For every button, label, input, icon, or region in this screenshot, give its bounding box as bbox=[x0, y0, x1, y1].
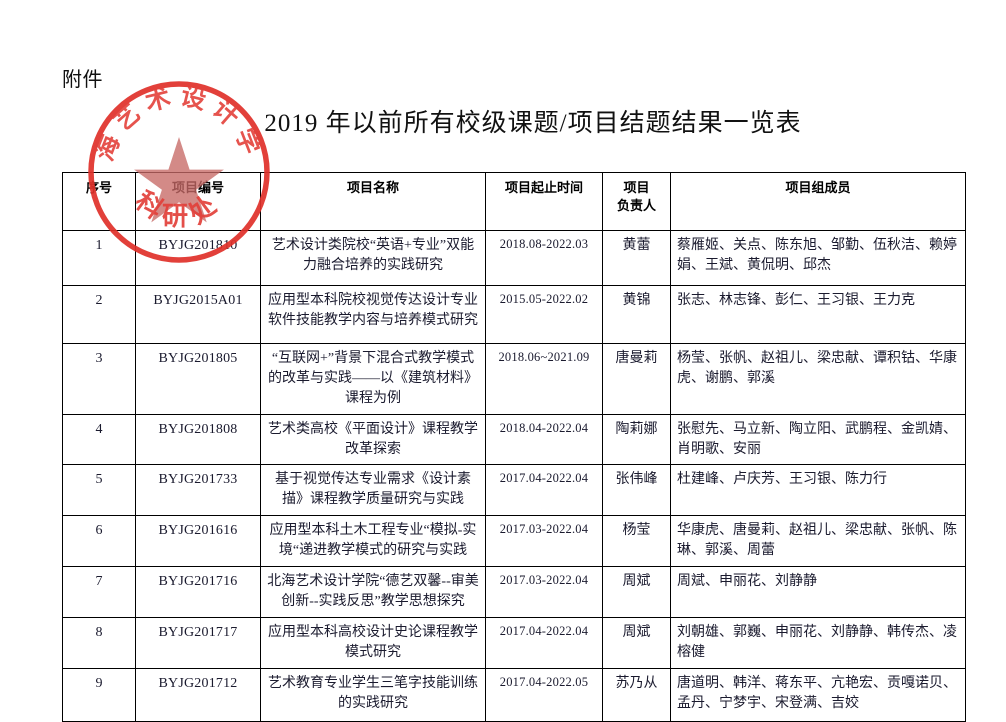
cell-name: 艺术设计类院校“英语+专业”双能力融合培养的实践研究 bbox=[260, 230, 486, 286]
cell-time: 2018.04-2022.04 bbox=[485, 413, 603, 466]
header-name: 项目名称 bbox=[260, 172, 486, 231]
cell-name: 艺术类高校《平面设计》课程教学改革探索 bbox=[260, 413, 486, 466]
cell-leader: 苏乃从 bbox=[602, 667, 671, 722]
cell-leader: 陶莉娜 bbox=[602, 413, 671, 466]
cell-index: 2 bbox=[62, 285, 136, 344]
table-row: 3 BYJG201805 “互联网+”背景下混合式教学模式的改革与实践——以《建… bbox=[62, 343, 966, 415]
header-leader-line2: 负责人 bbox=[616, 198, 656, 214]
cell-index: 1 bbox=[62, 230, 136, 286]
cell-time: 2017.03-2022.04 bbox=[485, 566, 603, 618]
header-leader: 项目 负责人 bbox=[602, 172, 671, 231]
cell-code: BYJG201733 bbox=[135, 464, 261, 517]
header-code: 项目编号 bbox=[135, 172, 261, 231]
cell-index: 5 bbox=[62, 464, 136, 517]
cell-name: 应用型本科土木工程专业“模拟-实境“递进教学模式的研究与实践 bbox=[260, 515, 486, 568]
cell-time: 2015.05-2022.02 bbox=[485, 285, 603, 344]
cell-name: 基于视觉传达专业需求《设计素描》课程教学质量研究与实践 bbox=[260, 464, 486, 517]
cell-leader: 黄蕾 bbox=[602, 230, 671, 286]
page-title: 2019 年以前所有校级课题/项目结题结果一览表 bbox=[264, 110, 802, 137]
cell-time: 2017.04-2022.05 bbox=[485, 667, 603, 722]
cell-members: 张慰先、马立新、陶立阳、武鹏程、金凯婧、肖明歌、安丽 bbox=[670, 413, 966, 466]
cell-index: 8 bbox=[62, 616, 136, 669]
cell-name: 北海艺术设计学院“德艺双馨--审美创新--实践反思”教学思想探究 bbox=[260, 566, 486, 618]
table-row: 5 BYJG201733 基于视觉传达专业需求《设计素描》课程教学质量研究与实践… bbox=[62, 464, 966, 517]
cell-index: 7 bbox=[62, 566, 136, 618]
header-leader-line1: 项目 bbox=[623, 180, 650, 195]
cell-code: BYJG201712 bbox=[135, 667, 261, 722]
cell-leader: 张伟峰 bbox=[602, 464, 671, 517]
cell-code: BYJG201808 bbox=[135, 413, 261, 466]
cell-time: 2018.08-2022.03 bbox=[485, 230, 603, 286]
cell-code: BYJG201805 bbox=[135, 343, 261, 415]
table-row: 8 BYJG201717 应用型本科高校设计史论课程教学模式研究 2017.04… bbox=[62, 616, 966, 669]
cell-name: “互联网+”背景下混合式教学模式的改革与实践——以《建筑材料》课程为例 bbox=[260, 343, 486, 415]
cell-time: 2017.04-2022.04 bbox=[485, 464, 603, 517]
cell-time: 2017.03-2022.04 bbox=[485, 515, 603, 568]
cell-time: 2018.06~2021.09 bbox=[485, 343, 603, 415]
results-table-container: 序号 项目编号 项目名称 项目起止时间 项目 负责人 项目组成员 1 BYJG2… bbox=[62, 172, 966, 722]
cell-index: 4 bbox=[62, 413, 136, 466]
cell-members: 蔡雁姬、关点、陈东旭、邹勤、伍秋洁、赖婷娟、王斌、黄侃明、邱杰 bbox=[670, 230, 966, 286]
cell-leader: 黄锦 bbox=[602, 285, 671, 344]
cell-code: BYJG201810 bbox=[135, 230, 261, 286]
header-index: 序号 bbox=[62, 172, 136, 231]
cell-time: 2017.04-2022.04 bbox=[485, 616, 603, 669]
results-table: 序号 项目编号 项目名称 项目起止时间 项目 负责人 项目组成员 1 BYJG2… bbox=[62, 172, 966, 722]
cell-code: BYJG201717 bbox=[135, 616, 261, 669]
table-row: 9 BYJG201712 艺术教育专业学生三笔字技能训练的实践研究 2017.0… bbox=[62, 667, 966, 722]
cell-code: BYJG2015A01 bbox=[135, 285, 261, 344]
cell-members: 华康虎、唐曼莉、赵祖儿、梁忠献、张帆、陈琳、郭溪、周蕾 bbox=[670, 515, 966, 568]
cell-index: 6 bbox=[62, 515, 136, 568]
cell-members: 张志、林志锋、彭仁、王习银、王力克 bbox=[670, 285, 966, 344]
cell-code: BYJG201616 bbox=[135, 515, 261, 568]
table-row: 4 BYJG201808 艺术类高校《平面设计》课程教学改革探索 2018.04… bbox=[62, 413, 966, 466]
cell-leader: 唐曼莉 bbox=[602, 343, 671, 415]
attachment-label: 附件 bbox=[62, 69, 103, 91]
table-header-row: 序号 项目编号 项目名称 项目起止时间 项目 负责人 项目组成员 bbox=[62, 172, 966, 231]
cell-index: 9 bbox=[62, 667, 136, 722]
cell-code: BYJG201716 bbox=[135, 566, 261, 618]
cell-members: 刘朝雄、郭巍、申丽花、刘静静、韩传杰、凌榕健 bbox=[670, 616, 966, 669]
cell-name: 艺术教育专业学生三笔字技能训练的实践研究 bbox=[260, 667, 486, 722]
cell-leader: 周斌 bbox=[602, 566, 671, 618]
header-time: 项目起止时间 bbox=[485, 172, 603, 231]
header-members: 项目组成员 bbox=[670, 172, 966, 231]
cell-members: 杜建峰、卢庆芳、王习银、陈力行 bbox=[670, 464, 966, 517]
cell-index: 3 bbox=[62, 343, 136, 415]
cell-members: 杨莹、张帆、赵祖儿、梁忠献、谭积钴、华康虎、谢鹏、郭溪 bbox=[670, 343, 966, 415]
table-row: 2 BYJG2015A01 应用型本科院校视觉传达设计专业软件技能教学内容与培养… bbox=[62, 285, 966, 344]
cell-name: 应用型本科院校视觉传达设计专业软件技能教学内容与培养模式研究 bbox=[260, 285, 486, 344]
cell-leader: 杨莹 bbox=[602, 515, 671, 568]
cell-name: 应用型本科高校设计史论课程教学模式研究 bbox=[260, 616, 486, 669]
cell-leader: 周斌 bbox=[602, 616, 671, 669]
cell-members: 唐道明、韩洋、蒋东平、亢艳宏、贡嘎诺贝、孟丹、宁梦宇、宋登满、吉姣 bbox=[670, 667, 966, 722]
table-row: 6 BYJG201616 应用型本科土木工程专业“模拟-实境“递进教学模式的研究… bbox=[62, 515, 966, 568]
table-row: 1 BYJG201810 艺术设计类院校“英语+专业”双能力融合培养的实践研究 … bbox=[62, 230, 966, 286]
document-page: 附件 2019 年以前所有校级课题/项目结题结果一览表 北海艺术设计学院 科研处 bbox=[62, 69, 966, 722]
cell-members: 周斌、申丽花、刘静静 bbox=[670, 566, 966, 618]
table-row: 7 BYJG201716 北海艺术设计学院“德艺双馨--审美创新--实践反思”教… bbox=[62, 566, 966, 618]
